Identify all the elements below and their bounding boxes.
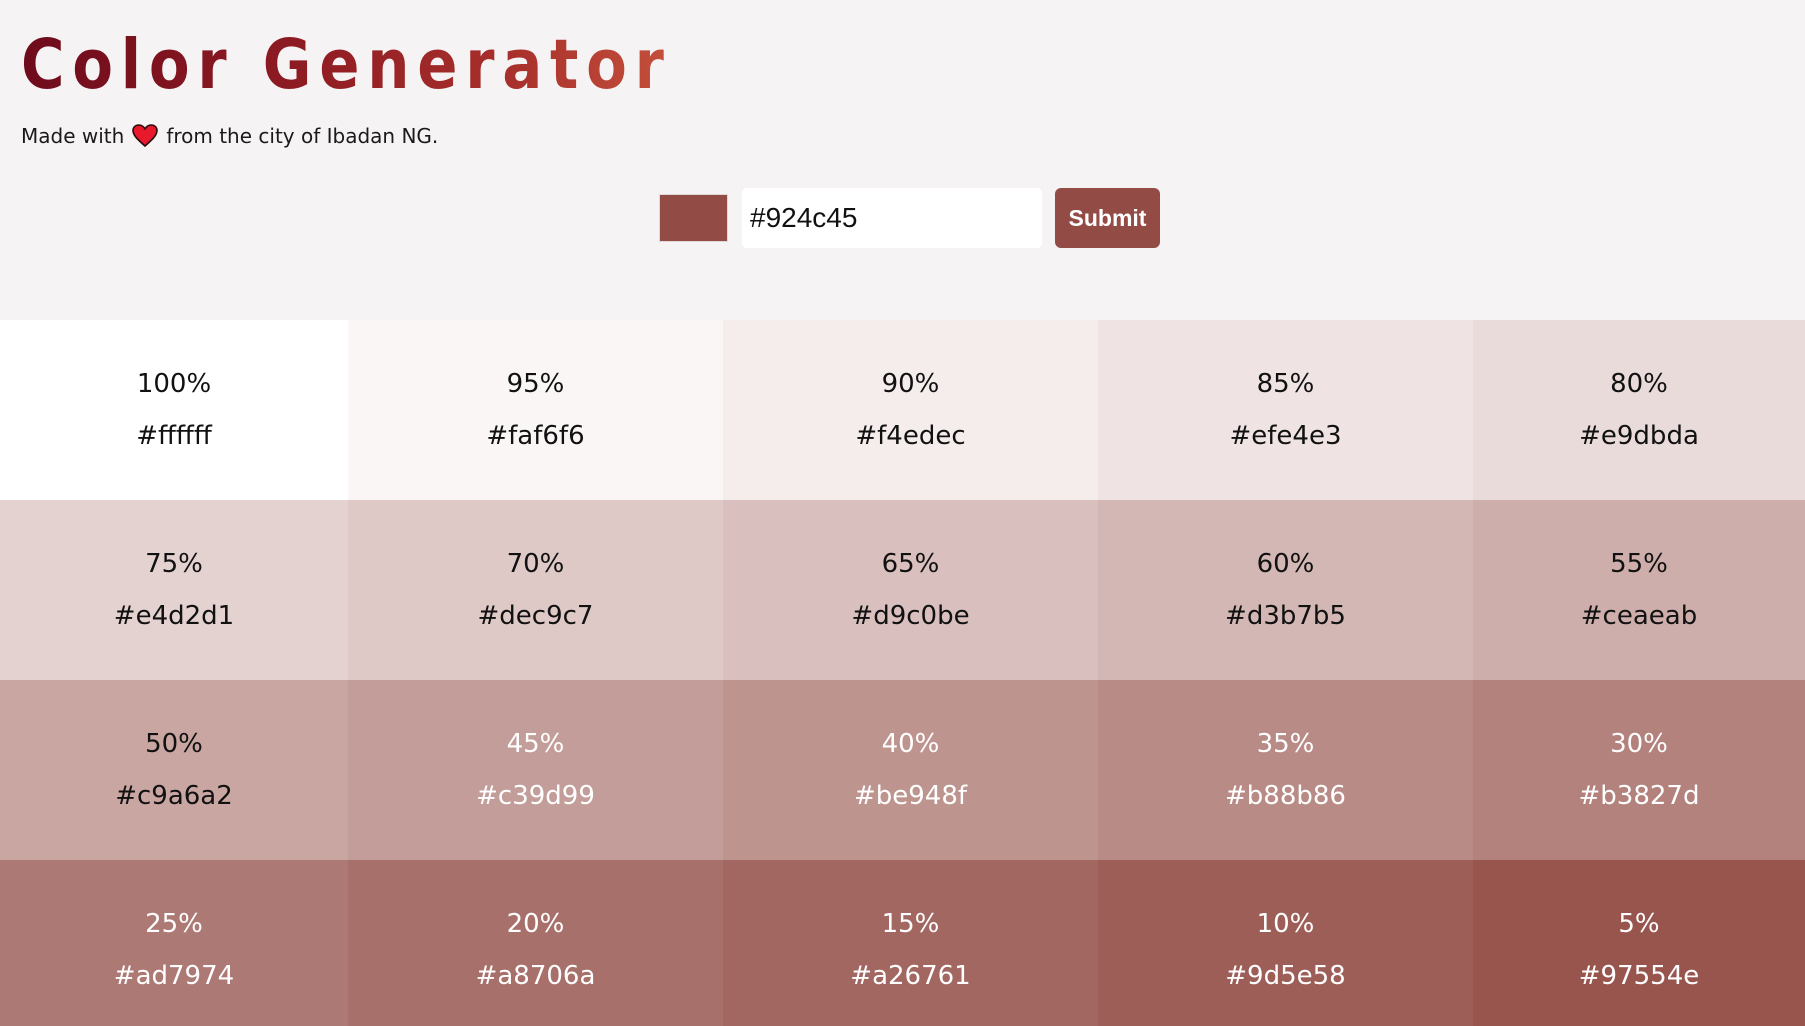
swatch-percent: 90% [881, 369, 940, 399]
swatch-hex: #e4d2d1 [113, 601, 235, 631]
swatch-hex: #dec9c7 [477, 601, 594, 631]
swatch-hex: #e9dbda [1579, 421, 1699, 451]
swatch-hex: #a8706a [475, 961, 596, 991]
swatch-card[interactable]: 35% #b88b86 [1098, 680, 1473, 860]
swatch-percent: 65% [881, 549, 940, 579]
submit-button[interactable]: Submit [1055, 188, 1160, 248]
swatch-percent: 40% [881, 729, 940, 759]
swatch-percent: 80% [1610, 369, 1668, 399]
swatch-percent: 45% [506, 729, 565, 759]
swatch-hex: #b88b86 [1225, 781, 1346, 811]
swatch-card[interactable]: 85% #efe4e3 [1098, 320, 1473, 500]
swatch-card[interactable]: 45% #c39d99 [348, 680, 723, 860]
swatch-percent: 55% [1610, 549, 1668, 579]
swatch-hex: #efe4e3 [1229, 421, 1342, 451]
swatch-card[interactable]: 70% #dec9c7 [348, 500, 723, 680]
swatch-percent: 20% [506, 909, 565, 939]
swatch-card[interactable]: 100% #ffffff [0, 320, 348, 500]
swatch-card[interactable]: 10% #9d5e58 [1098, 860, 1473, 1026]
swatch-card[interactable]: 5% #97554e [1473, 860, 1805, 1026]
swatch-card[interactable]: 60% #d3b7b5 [1098, 500, 1473, 680]
swatch-percent: 10% [1256, 909, 1315, 939]
heart-icon [132, 124, 159, 148]
swatch-card[interactable]: 80% #e9dbda [1473, 320, 1805, 500]
swatch-percent: 75% [145, 549, 203, 579]
swatch-percent: 60% [1256, 549, 1315, 579]
swatch-percent: 35% [1256, 729, 1315, 759]
swatch-percent: 30% [1610, 729, 1668, 759]
swatch-hex: #ffffff [136, 421, 212, 451]
page-title: Color Generator [21, 22, 672, 108]
swatch-hex: #97554e [1578, 961, 1700, 991]
subtitle-text-before: Made with [21, 124, 125, 148]
swatch-card[interactable]: 30% #b3827d [1473, 680, 1805, 860]
swatch-card[interactable]: 15% #a26761 [723, 860, 1098, 1026]
swatch-percent: 5% [1618, 909, 1660, 939]
swatch-hex: #ceaeab [1580, 601, 1698, 631]
swatch-hex: #f4edec [855, 421, 966, 451]
swatch-hex: #c39d99 [476, 781, 595, 811]
swatch-hex: #9d5e58 [1225, 961, 1346, 991]
swatch-grid: 100% #ffffff 95% #faf6f6 90% #f4edec 85% #efe4e… [0, 320, 1805, 1026]
swatch-hex: #b3827d [1578, 781, 1700, 811]
swatch-hex: #ad7974 [113, 961, 235, 991]
swatch-card[interactable]: 75% #e4d2d1 [0, 500, 348, 680]
swatch-hex: #be948f [853, 781, 968, 811]
subtitle-text-after: from the city of Ibadan NG. [166, 124, 439, 148]
swatch-percent: 15% [881, 909, 940, 939]
swatch-hex: #c9a6a2 [115, 781, 233, 811]
swatch-percent: 85% [1256, 369, 1315, 399]
swatch-hex: #d3b7b5 [1225, 601, 1346, 631]
swatch-card[interactable]: 55% #ceaeab [1473, 500, 1805, 680]
swatch-card[interactable]: 65% #d9c0be [723, 500, 1098, 680]
swatch-card[interactable]: 95% #faf6f6 [348, 320, 723, 500]
swatch-card[interactable]: 50% #c9a6a2 [0, 680, 348, 860]
swatch-percent: 100% [136, 369, 212, 399]
subtitle: Made with from the city of Ibadan NG. [21, 124, 778, 148]
swatch-percent: 50% [145, 729, 203, 759]
swatch-percent: 70% [506, 549, 565, 579]
swatch-card[interactable]: 20% #a8706a [348, 860, 723, 1026]
swatch-percent: 25% [145, 909, 203, 939]
swatch-hex: #faf6f6 [486, 421, 585, 451]
swatch-hex: #d9c0be [851, 601, 970, 631]
header: Color Generator Made with from the city … [21, 22, 778, 148]
color-form: Submit [659, 188, 1160, 248]
swatch-card[interactable]: 40% #be948f [723, 680, 1098, 860]
swatch-hex: #a26761 [850, 961, 971, 991]
swatch-percent: 95% [506, 369, 565, 399]
swatch-card[interactable]: 90% #f4edec [723, 320, 1098, 500]
swatch-card[interactable]: 25% #ad7974 [0, 860, 348, 1026]
color-picker[interactable] [659, 194, 728, 242]
color-hex-input[interactable] [742, 188, 1042, 248]
